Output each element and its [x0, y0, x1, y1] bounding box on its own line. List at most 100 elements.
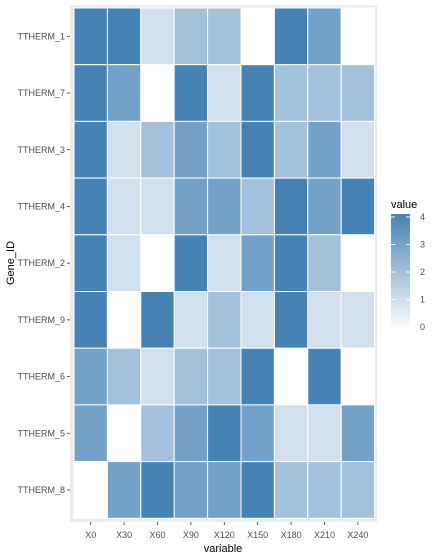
heatmap-cell [240, 291, 275, 349]
heatmap-cell [207, 404, 242, 463]
heatmap-cell [307, 120, 342, 179]
y-tick-label: TTHERM_5 [17, 428, 65, 438]
heatmap-cell [207, 461, 242, 519]
x-tick-label: X90 [183, 530, 199, 540]
heatmap-cell [106, 234, 142, 293]
legend-tick-label: 4 [420, 212, 425, 222]
legend-tick-label: 0 [420, 322, 425, 332]
x-tick-label: X150 [247, 530, 268, 540]
legend-tick-label: 1 [420, 295, 425, 305]
heatmap-cell [273, 234, 309, 293]
x-axis-title: variable [204, 543, 243, 555]
heatmap-cell [106, 347, 142, 406]
heatmap-cell [106, 177, 142, 236]
heatmap-cell [73, 177, 108, 236]
y-tick-label: TTHERM_6 [17, 372, 65, 382]
heatmap-cell [307, 234, 342, 293]
heatmap-cell [340, 177, 376, 236]
heatmap-cell [340, 234, 376, 293]
heatmap-cell [240, 404, 275, 463]
heatmap-cell [340, 7, 376, 66]
y-axis: TTHERM_1 TTHERM_7 TTHERM_3 TTHERM_4 TTHERM_2… [17, 31, 70, 495]
legend-ticks: 0 1 2 3 4 [391, 212, 425, 332]
heatmap-cell [106, 461, 142, 519]
heatmap-cell [140, 177, 175, 236]
heatmap-cell [207, 177, 242, 236]
heatmap-cell [140, 404, 175, 463]
heatmap-cell [273, 177, 309, 236]
heatmap-cell [140, 64, 175, 122]
x-tick-label: X0 [85, 530, 96, 540]
heatmap-cell [240, 177, 275, 236]
heatmap-cell [73, 404, 108, 463]
heatmap-cell [340, 120, 376, 179]
x-axis: X0 X30 X60 X90 X120 X150 X180 X210 X240 [85, 522, 368, 540]
heatmap-cell [307, 347, 342, 406]
heatmap-cell [73, 234, 108, 293]
heatmap-cell [340, 461, 376, 519]
heatmap-cell [173, 7, 209, 66]
heatmap-cell [140, 7, 175, 66]
heatmap-cell [207, 291, 242, 349]
x-tick-label: X240 [347, 530, 368, 540]
heatmap-cell [273, 347, 309, 406]
y-tick-label: TTHERM_3 [17, 145, 65, 155]
y-tick-label: TTHERM_8 [17, 485, 65, 495]
heatmap-cell [140, 461, 175, 519]
y-axis-title: Gene_ID [5, 241, 17, 285]
heatmap-cell [240, 120, 275, 179]
heatmap-cell [207, 120, 242, 179]
y-tick-label: TTHERM_1 [17, 31, 65, 41]
heatmap-cell [240, 7, 275, 66]
legend-colorbar [391, 214, 410, 330]
y-tick-label: TTHERM_2 [17, 258, 65, 268]
heatmap-cell [173, 234, 209, 293]
heatmap-cell [73, 120, 108, 179]
heatmap-cell [273, 404, 309, 463]
heatmap-cell [73, 291, 108, 349]
heatmap-cell [307, 291, 342, 349]
heatmap-cell [140, 291, 175, 349]
heatmap-cell [140, 347, 175, 406]
heatmap-cell [173, 347, 209, 406]
heatmap-cell [207, 7, 242, 66]
x-tick-label: X30 [116, 530, 132, 540]
heatmap-cell [173, 177, 209, 236]
heatmap-cell [106, 120, 142, 179]
y-tick-label: TTHERM_4 [17, 201, 65, 211]
heatmap-cell [240, 461, 275, 519]
heatmap-cell [106, 64, 142, 122]
heatmap-cell [307, 64, 342, 122]
x-tick-label: X60 [149, 530, 165, 540]
heatmap-cell [307, 404, 342, 463]
heatmap-cell [307, 177, 342, 236]
heatmap-cell [340, 404, 376, 463]
y-tick-label: TTHERM_9 [17, 315, 65, 325]
heatmap-cell [273, 291, 309, 349]
heatmap-cell [140, 234, 175, 293]
legend-tick-label: 3 [420, 240, 425, 250]
heatmap-cell [173, 64, 209, 122]
heatmap-cell [140, 120, 175, 179]
heatmap-cell [307, 461, 342, 519]
heatmap-cell [106, 404, 142, 463]
heatmap-cell [340, 347, 376, 406]
heatmap-cell [240, 64, 275, 122]
heatmap-cell [273, 120, 309, 179]
x-tick-label: X210 [314, 530, 335, 540]
heatmap-cell [173, 404, 209, 463]
heatmap-cell [207, 64, 242, 122]
heatmap-cell [240, 347, 275, 406]
x-tick-label: X120 [214, 530, 235, 540]
heatmap-cell [73, 461, 108, 519]
heatmap-cell [307, 7, 342, 66]
heatmap-cell [173, 291, 209, 349]
heatmap-cell [207, 234, 242, 293]
heatmap-cell [240, 234, 275, 293]
heatmap-cell [173, 120, 209, 179]
heatmap-cell [340, 291, 376, 349]
legend-tick-label: 2 [420, 267, 425, 277]
heatmap-cell [273, 64, 309, 122]
heatmap-cell [73, 7, 108, 66]
heatmap-cell [273, 7, 309, 66]
